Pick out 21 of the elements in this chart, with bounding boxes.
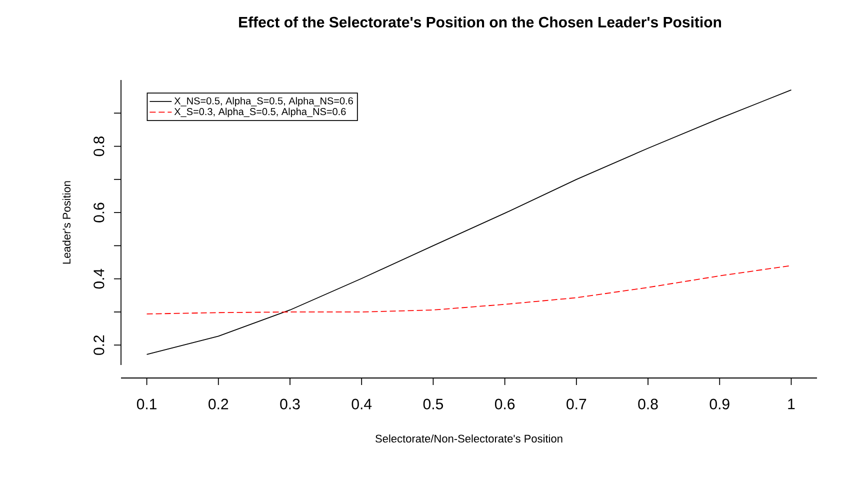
- x-tick-label: 0.5: [423, 398, 444, 410]
- legend-label: X_NS=0.5, Alpha_S=0.5, Alpha_NS=0.6: [174, 97, 353, 106]
- x-tick-label: 0.9: [710, 398, 730, 410]
- x-tick-label: 0.8: [638, 398, 658, 410]
- x-axis-title: Selectorate/Non-Selectorate's Position: [376, 434, 562, 443]
- x-tick-label: 0.2: [208, 398, 228, 410]
- y-tick-label: 0.6: [94, 202, 104, 222]
- y-tick-label: 0.8: [94, 136, 104, 156]
- line-series: [146, 89, 792, 355]
- y-axis-title: Leader's Position: [62, 181, 71, 264]
- legend-label: X_S=0.3, Alpha_S=0.5, Alpha_NS=0.6: [174, 108, 346, 118]
- y-tick-label: 0.4: [94, 268, 104, 289]
- x-tick-label: 0.1: [136, 398, 156, 410]
- y-tick-label: 0.2: [94, 335, 104, 355]
- line-series: [146, 265, 792, 314]
- x-tick-label: 0.6: [494, 398, 515, 410]
- x-tick-label: 1: [788, 398, 795, 410]
- x-tick-label: 0.3: [280, 398, 300, 410]
- x-tick-label: 0.7: [566, 398, 586, 410]
- chart-title: Effect of the Selectorate's Position on the Chosen Leader's Position: [239, 16, 722, 28]
- x-tick-label: 0.4: [352, 398, 372, 410]
